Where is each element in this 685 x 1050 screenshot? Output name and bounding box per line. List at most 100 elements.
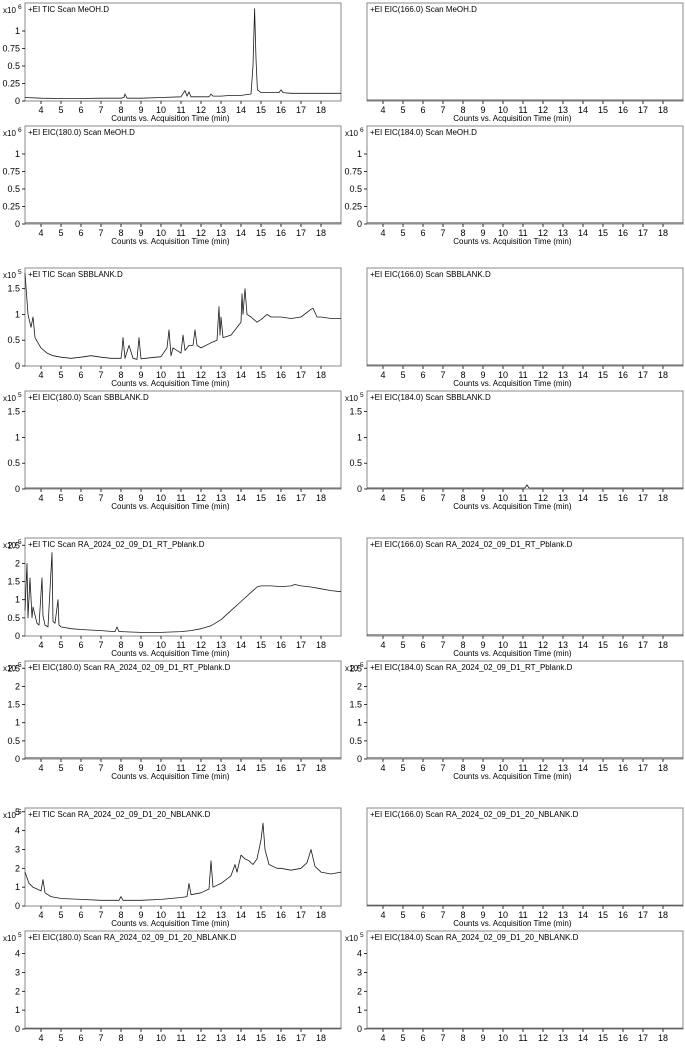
- x-tick-label: 15: [598, 105, 608, 115]
- y-tick-label: 1: [357, 149, 362, 159]
- y-tick-label: 1: [15, 595, 20, 605]
- chart-panel: +EI TIC Scan SBBLANK.Dx105(b)00.511.5456…: [3, 267, 680, 388]
- y-tick-label: 2: [357, 681, 362, 691]
- y-tick-label: 0: [15, 96, 20, 106]
- y-tick-label: 0: [15, 484, 20, 494]
- x-tick-label: 9: [138, 640, 143, 650]
- x-tick-label: 5: [400, 105, 405, 115]
- x-tick-label: 17: [638, 910, 648, 920]
- x-tick-label: 4: [380, 910, 385, 920]
- chart-panel: +EI EIC(166.0) Scan MeOH.D 4 5 6 7 8 9 10 11 12 13…: [366, 2, 684, 123]
- y-scale-label: x10: [3, 394, 16, 403]
- panel-title: +EI TIC Scan MeOH.D: [28, 5, 109, 14]
- x-axis-label: Counts vs. Acquisition Time (min): [111, 114, 230, 123]
- y-tick-label: 2: [15, 986, 20, 996]
- x-tick-label: 6: [420, 640, 425, 650]
- x-tick-label: 9: [138, 228, 143, 238]
- panel-title: +EI TIC Scan SBBLANK.D: [28, 270, 123, 279]
- y-tick-label: 2.5: [7, 540, 20, 550]
- x-tick-label: 15: [256, 493, 266, 503]
- x-tick-label: 5: [58, 1033, 63, 1043]
- x-tick-label: 16: [276, 370, 286, 380]
- x-tick-label: 4: [380, 493, 385, 503]
- x-tick-label: 17: [638, 763, 648, 773]
- x-tick-label: 17: [296, 763, 306, 773]
- x-tick-label: 8: [118, 370, 123, 380]
- y-tick-label: 1: [15, 309, 20, 319]
- x-tick-label: 5: [58, 493, 63, 503]
- x-tick-label: 18: [658, 640, 668, 650]
- y-scale-exponent: 6: [18, 4, 22, 11]
- x-tick-label: 5: [58, 105, 63, 115]
- x-tick-label: 14: [236, 105, 246, 115]
- x-tick-label: 7: [440, 105, 445, 115]
- x-tick-label: 14: [578, 910, 588, 920]
- x-tick-label: 16: [276, 763, 286, 773]
- y-tick-label: 0: [357, 219, 362, 229]
- x-tick-label: 8: [460, 910, 465, 920]
- x-axis-label: Counts vs. Acquisition Time (min): [111, 379, 230, 388]
- x-tick-label: 16: [618, 763, 628, 773]
- x-tick-label: 6: [420, 228, 425, 238]
- x-tick-label: 11: [176, 910, 185, 920]
- y-scale-label: x10: [3, 541, 16, 550]
- x-tick-label: 18: [316, 105, 326, 115]
- y-tick-label: 0.5: [349, 736, 362, 746]
- x-tick-label: 4: [38, 493, 43, 503]
- x-tick-label: 5: [400, 370, 405, 380]
- x-tick-label: 14: [578, 1033, 588, 1043]
- chart-panel: +EI EIC(180.0) Scan RA_2024_02_09_D1_20_…: [3, 930, 342, 1043]
- x-tick-label: 4: [38, 105, 43, 115]
- x-tick-label: 4: [380, 1033, 385, 1043]
- x-tick-label: 12: [196, 1033, 206, 1043]
- y-tick-label: 0: [15, 361, 20, 371]
- x-tick-label: 13: [216, 640, 226, 650]
- x-tick-label: 11: [518, 370, 527, 380]
- x-tick-label: 11: [176, 763, 185, 773]
- y-scale-exponent: 5: [18, 392, 22, 399]
- chromatogram-trace: [367, 484, 683, 489]
- x-tick-label: 18: [658, 228, 668, 238]
- x-tick-label: 18: [316, 763, 326, 773]
- x-tick-label: 10: [156, 910, 166, 920]
- x-tick-label: 15: [256, 370, 266, 380]
- x-tick-label: 7: [98, 228, 103, 238]
- x-tick-label: 11: [518, 910, 527, 920]
- x-tick-label: 17: [296, 910, 306, 920]
- y-tick-label: 0.25: [2, 79, 20, 89]
- x-tick-label: 6: [420, 910, 425, 920]
- x-tick-label: 14: [236, 228, 246, 238]
- plot-frame: [24, 390, 342, 490]
- x-tick-label: 6: [78, 228, 83, 238]
- plot-frame: [366, 267, 684, 367]
- x-tick-label: 11: [518, 1033, 527, 1043]
- x-tick-label: 14: [236, 763, 246, 773]
- x-axis-label: Counts vs. Acquisition Time (min): [111, 649, 230, 658]
- chromatogram-trace: [24, 8, 341, 99]
- x-tick-label: 8: [460, 370, 465, 380]
- y-tick-label: 0.5: [349, 458, 362, 468]
- x-tick-label: 12: [196, 370, 206, 380]
- x-tick-label: 4: [380, 763, 385, 773]
- y-tick-label: 3: [357, 967, 362, 977]
- panel-title: +EI TIC Scan RA_2024_02_09_D1_RT_Pblank.…: [28, 540, 205, 549]
- plot-frame: [24, 125, 342, 225]
- x-tick-label: 12: [538, 763, 548, 773]
- x-tick-label: 10: [498, 370, 508, 380]
- y-tick-label: 1.5: [7, 577, 20, 587]
- x-tick-label: 6: [420, 105, 425, 115]
- y-tick-label: 0: [357, 484, 362, 494]
- y-tick-label: 3: [15, 967, 20, 977]
- plot-frame: [366, 807, 684, 907]
- x-tick-label: 18: [658, 763, 668, 773]
- x-tick-label: 9: [138, 105, 143, 115]
- x-tick-label: 12: [196, 910, 206, 920]
- x-tick-label: 12: [196, 763, 206, 773]
- x-tick-label: 15: [256, 640, 266, 650]
- x-tick-label: 9: [138, 493, 143, 503]
- x-tick-label: 12: [538, 910, 548, 920]
- x-tick-label: 17: [638, 493, 648, 503]
